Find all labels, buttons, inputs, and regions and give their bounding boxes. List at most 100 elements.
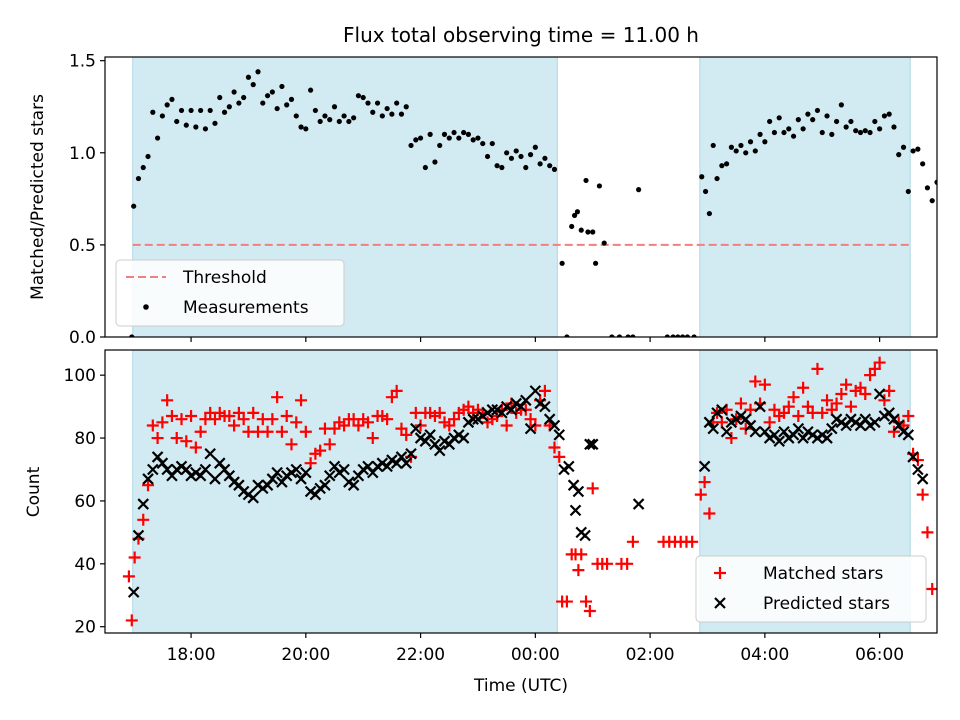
measurement-point bbox=[886, 111, 892, 117]
predicted-star-point bbox=[127, 586, 140, 598]
matched-star-point bbox=[686, 535, 699, 548]
predicted-star-point bbox=[902, 429, 915, 441]
measurement-point bbox=[905, 188, 911, 195]
predicted-star-point bbox=[405, 447, 417, 460]
measurement-point bbox=[178, 107, 185, 114]
predicted-star-point bbox=[632, 498, 645, 510]
predicted-star-point bbox=[869, 416, 881, 429]
measurement-point bbox=[231, 89, 237, 95]
predicted-star-point bbox=[457, 432, 470, 444]
measurement-point bbox=[379, 113, 385, 119]
matched-star-point bbox=[825, 403, 838, 416]
measurement-point bbox=[862, 128, 868, 134]
measurement-point bbox=[322, 113, 328, 119]
matched-star-point bbox=[698, 476, 711, 489]
measurement-point bbox=[833, 118, 840, 125]
matched-star-point bbox=[137, 513, 150, 526]
measurement-point bbox=[269, 89, 275, 95]
matched-star-point bbox=[703, 507, 716, 520]
predicted-star-point bbox=[773, 435, 785, 447]
measurement-point bbox=[446, 135, 452, 141]
measurement-point bbox=[150, 109, 156, 115]
predicted-star-point bbox=[584, 438, 596, 451]
matched-star-point bbox=[560, 595, 573, 608]
matched-star-point bbox=[821, 394, 834, 407]
measurement-point bbox=[881, 113, 888, 119]
measurement-point bbox=[475, 135, 481, 141]
measurement-point bbox=[702, 188, 709, 195]
measurement-point bbox=[590, 229, 596, 235]
matched-star-point bbox=[165, 410, 178, 423]
predicted-star-point bbox=[338, 463, 350, 476]
measurement-point bbox=[527, 152, 534, 158]
measurement-point bbox=[437, 142, 443, 149]
predicted-star-point bbox=[703, 416, 716, 429]
measurement-point bbox=[236, 100, 242, 106]
matched-star-point bbox=[621, 557, 634, 570]
x-tick-label: 18:00 bbox=[167, 645, 216, 665]
matched-star-point bbox=[156, 416, 169, 429]
measurement-point bbox=[752, 148, 758, 154]
matched-star-point bbox=[844, 400, 857, 413]
measurement-point bbox=[767, 118, 773, 125]
measurement-point bbox=[480, 140, 486, 147]
measurement-point bbox=[331, 104, 338, 110]
matched-star-point bbox=[840, 378, 853, 391]
matched-star-point bbox=[725, 432, 738, 445]
matched-star-point bbox=[887, 425, 900, 438]
measurement-point bbox=[504, 150, 510, 156]
predicted-star-point bbox=[720, 425, 733, 438]
matched-star-point bbox=[462, 400, 475, 413]
measurement-point bbox=[547, 163, 553, 169]
matched-star-point bbox=[175, 413, 188, 426]
predicted-star-point bbox=[520, 394, 532, 407]
measurement-point bbox=[221, 109, 228, 115]
matched-star-point bbox=[830, 397, 843, 410]
measurement-point bbox=[461, 129, 467, 136]
measurement-point bbox=[284, 102, 290, 108]
matched-star-point bbox=[328, 422, 341, 435]
measurement-point bbox=[408, 142, 414, 149]
measurement-point bbox=[499, 164, 505, 171]
measurement-point bbox=[848, 118, 854, 125]
measurement-point bbox=[212, 120, 218, 126]
measurement-point bbox=[795, 117, 801, 123]
x-tick-label: 22:00 bbox=[396, 645, 445, 665]
measurement-point bbox=[417, 135, 424, 141]
predicted-star-point bbox=[572, 485, 585, 498]
top-y-axis-label: Matched/Predicted stars bbox=[28, 94, 48, 300]
matched-star-point bbox=[237, 413, 250, 426]
measurement-point bbox=[293, 113, 299, 119]
measurement-point bbox=[810, 117, 816, 123]
measurement-point bbox=[508, 155, 515, 161]
matched-star-point bbox=[275, 425, 288, 438]
predicted-star-point bbox=[907, 451, 919, 463]
measurement-point bbox=[771, 129, 778, 136]
predicted-star-point bbox=[524, 422, 537, 435]
measurement-point bbox=[169, 96, 175, 102]
matched-star-point bbox=[314, 444, 327, 457]
matched-star-point bbox=[572, 564, 585, 577]
predicted-star-point bbox=[433, 444, 446, 457]
matched-star-point bbox=[797, 381, 810, 394]
predicted-star-point bbox=[553, 429, 566, 441]
matched-star-point bbox=[352, 419, 365, 432]
measurement-point bbox=[616, 334, 623, 337]
measurement-point bbox=[198, 107, 204, 114]
measurement-point bbox=[245, 74, 252, 80]
measurement-point bbox=[308, 87, 314, 93]
predicted-star-point bbox=[916, 473, 929, 485]
measurement-point bbox=[747, 139, 754, 145]
matched-star-point bbox=[125, 614, 138, 627]
measurement-point bbox=[684, 334, 690, 337]
matched-star-point bbox=[553, 450, 566, 463]
matched-star-point bbox=[180, 435, 193, 448]
x-tick-label: 20:00 bbox=[281, 645, 330, 665]
measurement-point bbox=[724, 161, 730, 167]
predicted-star-point bbox=[199, 463, 212, 476]
matched-star-point bbox=[385, 391, 398, 404]
matched-star-point bbox=[583, 604, 596, 617]
measurement-point bbox=[370, 109, 376, 115]
matched-star-point bbox=[228, 419, 241, 432]
matched-star-point bbox=[926, 582, 937, 595]
